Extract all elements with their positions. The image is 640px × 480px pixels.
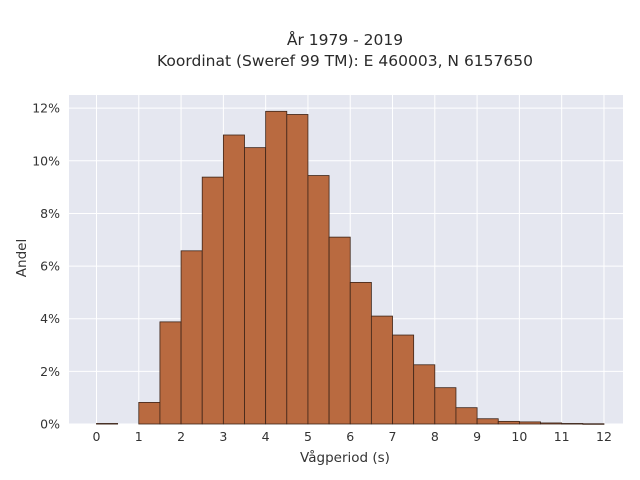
x-tick-label: 1 [135,429,143,444]
histogram-bar [476,418,499,425]
bars [96,110,605,425]
histogram-bar [540,422,563,425]
histogram-bar [244,147,267,425]
histogram-bar [518,421,541,425]
x-tick-label: 10 [511,429,527,444]
y-tick-label: 0% [40,417,60,432]
y-tick-label: 6% [40,259,60,274]
histogram-bar [265,110,288,425]
chart-title-line1: År 1979 - 2019 [287,30,403,49]
y-tick-label: 2% [40,364,60,379]
x-tick-label: 9 [473,429,481,444]
histogram-bar [328,236,351,425]
y-tick-label: 10% [32,153,60,168]
x-tick-label: 8 [431,429,439,444]
histogram-bar [159,321,182,425]
histogram-bar [138,402,161,425]
y-axis-label: Andel [14,239,30,277]
histogram-bar [392,334,415,425]
chart-title-line2: Koordinat (Sweref 99 TM): E 460003, N 61… [157,52,533,70]
histogram-bar [349,281,372,425]
histogram-bar [222,134,245,425]
histogram-bar [180,250,203,425]
histogram-bar [455,407,478,425]
histogram-bar [286,114,309,425]
x-tick-label: 2 [177,429,185,444]
x-tick-label: 6 [346,429,354,444]
histogram-bar [96,423,119,425]
x-tick-label: 4 [262,429,270,444]
histogram-bar [434,387,457,425]
x-tick-label: 11 [554,429,570,444]
x-tick-label: 0 [93,429,101,444]
y-tick-label: 12% [32,101,60,116]
histogram-bar [497,420,520,425]
histogram-bar [201,176,224,425]
x-tick-label: 7 [389,429,397,444]
x-tick-label: 3 [219,429,227,444]
histogram-bar [582,423,605,425]
x-tick-labels: 0 1 2 3 4 5 6 7 8 9 10 11 12 [93,429,612,444]
y-tick-labels: 0% 2% 4% 6% 8% 10% 12% [32,101,60,432]
y-tick-label: 8% [40,206,60,221]
y-tick-label: 4% [40,311,60,326]
histogram-bar [561,423,584,425]
x-tick-label: 12 [596,429,612,444]
x-tick-label: 5 [304,429,312,444]
histogram-bar [307,175,330,425]
histogram-bar [413,364,436,425]
histogram-bar [370,315,393,425]
x-axis-label: Vågperiod (s) [300,449,390,466]
